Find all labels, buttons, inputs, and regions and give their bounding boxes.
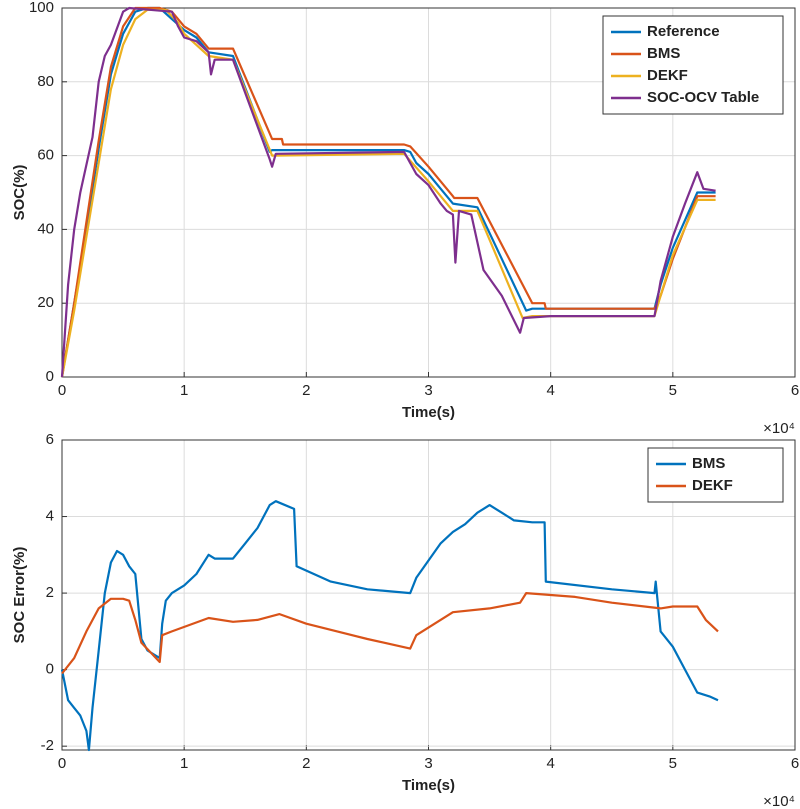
- legend-label: SOC-OCV Table: [647, 89, 759, 106]
- x-tick-label: 1: [180, 755, 188, 772]
- y-tick-label: 6: [46, 431, 54, 448]
- x-tick-label: 5: [669, 382, 677, 399]
- x-axis-label: Time(s): [402, 404, 455, 421]
- legend-label: Reference: [647, 23, 720, 40]
- axes-frame: [61, 439, 796, 751]
- series-line: [60, 6, 716, 378]
- x-tick-label: 4: [546, 382, 554, 399]
- y-tick-label: 60: [37, 147, 54, 164]
- y-axis-label: SOC Error(%): [11, 547, 28, 644]
- y-tick-label: -2: [41, 737, 54, 754]
- series-line: [60, 500, 719, 752]
- x-tick-label: 0: [58, 755, 66, 772]
- x-tick-label: 3: [424, 755, 432, 772]
- series-line: [61, 592, 719, 675]
- x-tick-label: 3: [424, 382, 432, 399]
- x-multiplier: ×10⁴: [763, 420, 795, 437]
- y-tick-label: 4: [46, 508, 54, 525]
- y-tick-label: 0: [46, 661, 54, 678]
- x-tick-label: 6: [791, 382, 799, 399]
- legend-box: [647, 447, 784, 503]
- legend-label: BMS: [692, 455, 725, 472]
- x-multiplier: ×10⁴: [763, 793, 795, 809]
- y-tick-label: 20: [37, 294, 54, 311]
- y-axis-label: SOC(%): [11, 165, 28, 221]
- y-tick-label: 2: [46, 584, 54, 601]
- y-tick-label: 40: [37, 220, 54, 237]
- y-tick-label: 100: [29, 0, 54, 16]
- x-tick-label: 0: [58, 382, 66, 399]
- x-tick-label: 1: [180, 382, 188, 399]
- legend-label: DEKF: [647, 67, 688, 84]
- y-tick-label: 0: [46, 368, 54, 385]
- x-tick-label: 2: [302, 382, 310, 399]
- legend-label: BMS: [647, 45, 680, 62]
- series-line: [60, 6, 716, 378]
- x-tick-label: 5: [669, 755, 677, 772]
- x-tick-label: 2: [302, 755, 310, 772]
- y-tick-label: 80: [37, 73, 54, 90]
- axes-frame: [61, 7, 796, 378]
- x-axis-label: Time(s): [402, 777, 455, 794]
- x-tick-label: 4: [546, 755, 554, 772]
- x-tick-label: 6: [791, 755, 799, 772]
- legend-label: DEKF: [692, 477, 733, 494]
